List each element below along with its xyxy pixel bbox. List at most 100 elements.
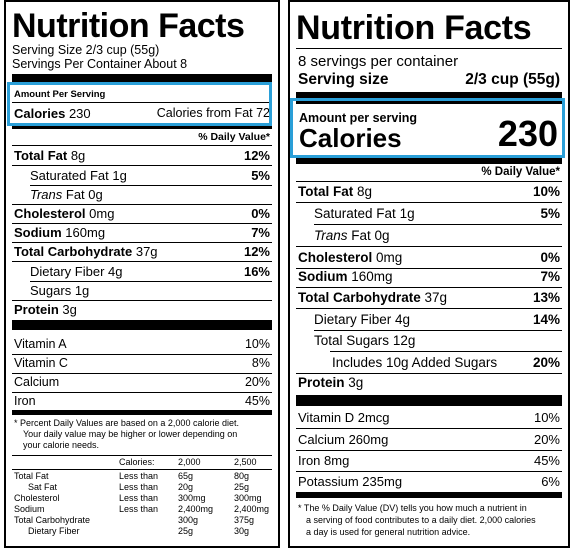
divider	[12, 373, 272, 374]
nutrient-amount: 37g	[424, 290, 448, 305]
thick-divider	[12, 74, 272, 83]
nutrient-name: Dietary Fiber	[30, 264, 105, 279]
nutrient-amount: 0mg	[89, 206, 115, 221]
nutrient-name: Total Fat	[298, 184, 354, 199]
nutrient-row-total-carbohydrate: Total Carbohydrate 37g	[14, 245, 158, 258]
divider	[12, 102, 272, 103]
footnote-line: a day is used for general nutrition advi…	[306, 527, 471, 537]
thick-divider	[12, 320, 272, 330]
nutrient-name: Cholesterol	[14, 206, 86, 221]
calories-from-fat: Calories from Fat 72	[156, 106, 270, 120]
nutrient-name: Sodium	[298, 269, 348, 284]
divider	[12, 204, 272, 205]
nutrient-row-sodium: Sodium 160mg	[14, 226, 105, 239]
nutrient-row-trans-fat: Trans Fat 0g	[314, 229, 390, 243]
divider	[296, 246, 562, 247]
nutrient-name: Protein	[14, 302, 59, 317]
table-cell: 25g	[234, 482, 250, 492]
divider	[30, 281, 272, 282]
vitamin-dv: 6%	[541, 474, 560, 489]
vitamin-name: Iron	[14, 394, 36, 408]
table-cell: Less than	[119, 504, 159, 514]
table-cell: Cholesterol	[14, 493, 60, 503]
table-header-cell: 2,500	[234, 457, 257, 467]
vitamin-dv: 20%	[533, 432, 560, 447]
nutrient-dv: 13%	[532, 290, 560, 305]
table-header-cell: 2,000	[178, 457, 201, 467]
table-cell: Sat Fat	[28, 482, 58, 492]
nutrient-name: Trans	[30, 187, 63, 202]
nutrient-amount: 3g	[348, 375, 364, 390]
serving-size-label: Serving size	[298, 71, 389, 88]
table-cell: Sodium	[14, 504, 45, 514]
nutrient-amount: Fat 0g	[65, 187, 103, 202]
serving-size: Serving Size 2/3 cup (55g)	[12, 43, 160, 57]
nutrient-dv: 16%	[243, 264, 270, 279]
nutrient-amount: 0mg	[376, 250, 403, 265]
nutrient-name: Trans	[314, 228, 348, 243]
nutrient-row-dietary-fiber: Dietary Fiber 4g	[30, 265, 123, 278]
table-cell: Less than	[119, 493, 159, 503]
vitamin-dv: 10%	[533, 410, 560, 425]
divider	[296, 268, 562, 269]
vitamin-name: Iron 8mg	[298, 453, 350, 468]
nutrient-row-protein: Protein 3g	[14, 303, 77, 316]
servings-per-container: 8 servings per container	[298, 53, 459, 70]
divider	[330, 351, 562, 352]
divider	[314, 224, 562, 225]
vitamin-name: Vitamin D 2mcg	[298, 410, 390, 425]
vitamin-dv: 45%	[533, 453, 560, 468]
nutrient-dv: 12%	[243, 148, 270, 163]
nutrient-name: Protein	[298, 375, 345, 390]
table-cell: Less than	[119, 482, 159, 492]
servings-per-container: Servings Per Container About 8	[12, 57, 188, 71]
nutrient-amount: 4g	[108, 264, 123, 279]
vitamin-name: Vitamin C	[14, 356, 68, 370]
nutrient-amount: 160mg	[351, 269, 393, 284]
amount-per-serving: Amount Per Serving	[14, 89, 106, 100]
table-cell: 375g	[234, 515, 255, 525]
vitamin-name: Calcium	[14, 375, 60, 389]
nutrient-amount: 3g	[62, 302, 77, 317]
divider	[12, 165, 272, 166]
nutrient-row-dietary-fiber: Dietary Fiber 4g	[314, 313, 410, 327]
table-cell: 80g	[234, 471, 250, 481]
divider	[296, 287, 562, 288]
vitamin-dv: 20%	[244, 375, 270, 389]
table-cell: Total Carbohydrate	[14, 515, 91, 525]
divider	[12, 455, 272, 456]
table-cell: 2,400mg	[234, 504, 270, 514]
nutrient-dv: 0%	[540, 250, 560, 265]
footnote-line: * Percent Daily Values are based on a 2,…	[14, 418, 239, 428]
nutrient-row-sodium: Sodium 160mg	[298, 270, 393, 284]
nutrient-dv: 5%	[540, 206, 560, 221]
nutrient-amount: Fat 0g	[351, 228, 390, 243]
nutrient-name: Dietary Fiber	[314, 312, 392, 327]
table-cell: 300mg	[234, 493, 262, 503]
vitamin-dv: 45%	[244, 394, 270, 408]
divider	[12, 469, 272, 470]
divider	[12, 223, 272, 224]
nutrient-dv: 7%	[251, 225, 270, 240]
calories-value: 230	[68, 106, 91, 121]
divider	[314, 330, 562, 331]
calories-value: 230	[497, 113, 558, 154]
nutrient-row-sugars: Sugars 1g	[30, 284, 89, 297]
nutrient-row-cholesterol: Cholesterol 0mg	[14, 207, 114, 220]
table-cell: 65g	[178, 471, 194, 481]
divider	[12, 300, 272, 301]
nutrient-amount: 4g	[395, 312, 411, 327]
serving-size-value: 2/3 cup (55g)	[465, 71, 560, 88]
nutrient-row-total-fat: Total Fat 8g	[298, 185, 372, 199]
nutrient-name: Sugars	[30, 283, 72, 298]
footnote-line: * The % Daily Value (DV) tells you how m…	[298, 503, 527, 513]
footnote-line: your calorie needs.	[23, 440, 100, 450]
divider	[12, 354, 272, 355]
vitamin-name: Calcium 260mg	[298, 432, 389, 447]
nutrient-row-total-sugars: Total Sugars 12g	[314, 334, 415, 348]
nutrient-dv: 5%	[251, 168, 270, 183]
medium-divider	[296, 157, 562, 164]
old-nutrition-label: Nutrition Facts Serving Size 2/3 cup (55…	[4, 0, 280, 548]
nutrient-name: Saturated Fat	[30, 168, 109, 183]
medium-divider	[296, 492, 562, 498]
